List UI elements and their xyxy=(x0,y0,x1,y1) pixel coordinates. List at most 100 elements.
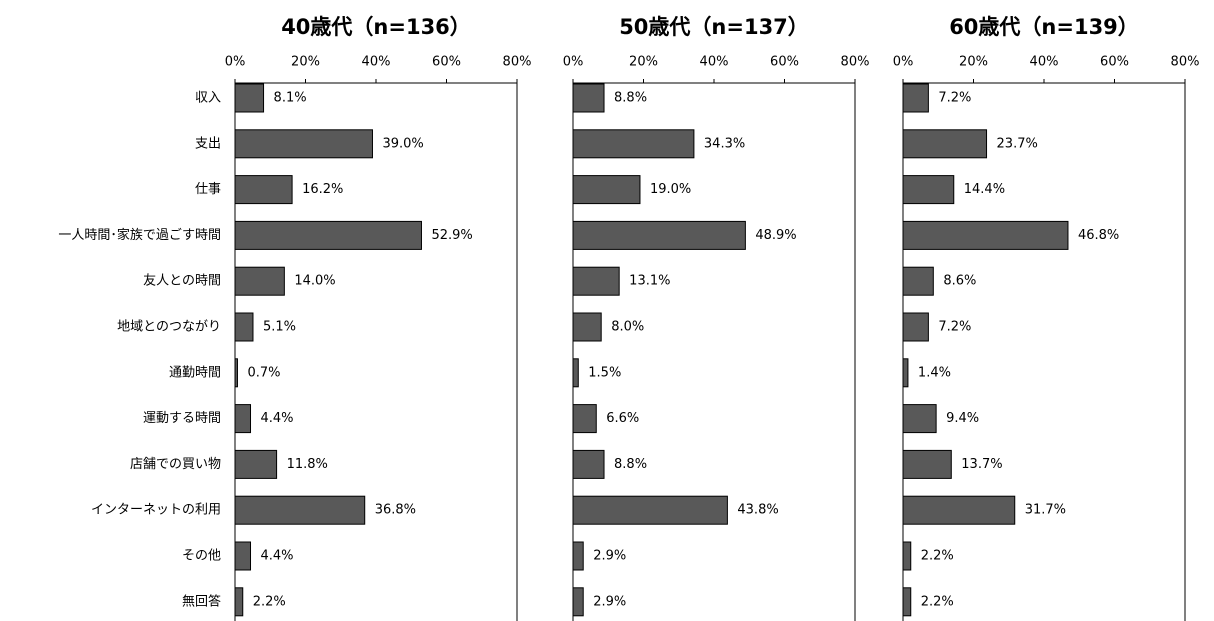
y-tick-label: その他 xyxy=(182,549,221,564)
value-label: 8.8% xyxy=(614,457,647,472)
bar xyxy=(902,175,955,205)
x-tick-label: 80% xyxy=(841,55,870,70)
x-tick-label: 20% xyxy=(959,55,988,70)
value-label: 14.4% xyxy=(964,182,1005,197)
value-label: 2.2% xyxy=(921,549,954,564)
value-label: 2.2% xyxy=(253,594,286,609)
bar xyxy=(572,83,605,113)
bar xyxy=(902,83,929,113)
value-label: 36.8% xyxy=(375,503,416,518)
value-label: 5.1% xyxy=(263,320,296,335)
value-label: 43.8% xyxy=(737,503,778,518)
bar xyxy=(902,495,1016,525)
y-tick-label: 仕事 xyxy=(195,182,221,197)
x-tick-label: 80% xyxy=(503,55,532,70)
bar xyxy=(902,129,988,159)
y-tick-label: 一人時間･家族で過ごす時間 xyxy=(58,227,221,243)
x-tick-label: 60% xyxy=(432,55,461,70)
bar xyxy=(234,541,252,571)
y-tick-label: 通勤時間 xyxy=(169,365,221,380)
value-label: 48.9% xyxy=(755,228,796,243)
bar xyxy=(902,266,934,296)
bar xyxy=(234,358,238,388)
bar xyxy=(234,404,252,434)
bar xyxy=(234,587,244,617)
value-label: 8.8% xyxy=(614,91,647,106)
value-label: 19.0% xyxy=(650,182,691,197)
bar xyxy=(902,358,909,388)
bar xyxy=(234,312,254,342)
x-tick-label: 40% xyxy=(700,55,729,70)
bar xyxy=(572,587,584,617)
bar xyxy=(234,220,422,250)
bar xyxy=(572,266,620,296)
bar xyxy=(234,175,293,205)
value-label: 8.1% xyxy=(274,91,307,106)
bar xyxy=(572,358,579,388)
chart-title: 40歳代（n=136） xyxy=(281,15,471,39)
value-label: 7.2% xyxy=(938,91,971,106)
value-label: 11.8% xyxy=(287,457,328,472)
x-tick-label: 60% xyxy=(1100,55,1129,70)
value-label: 13.1% xyxy=(629,274,670,289)
bar xyxy=(234,449,278,479)
bar xyxy=(234,266,285,296)
y-tick-label: 地域とのつながり xyxy=(117,320,221,335)
bar xyxy=(234,83,265,113)
value-label: 16.2% xyxy=(302,182,343,197)
value-label: 13.7% xyxy=(961,457,1002,472)
bar xyxy=(902,587,912,617)
value-label: 7.2% xyxy=(938,320,971,335)
bar xyxy=(572,129,695,159)
x-tick-label: 0% xyxy=(893,55,914,70)
value-label: 6.6% xyxy=(606,411,639,426)
value-label: 9.4% xyxy=(946,411,979,426)
value-label: 2.2% xyxy=(921,594,954,609)
bar xyxy=(572,449,605,479)
y-tick-label: 収入 xyxy=(195,91,221,106)
x-tick-label: 40% xyxy=(362,55,391,70)
x-tick-label: 60% xyxy=(770,55,799,70)
bar xyxy=(902,541,912,571)
value-label: 2.9% xyxy=(593,549,626,564)
bar xyxy=(902,312,929,342)
plot-frame xyxy=(234,82,518,621)
bar xyxy=(572,312,602,342)
value-label: 0.7% xyxy=(247,365,280,380)
value-label: 46.8% xyxy=(1078,228,1119,243)
bar xyxy=(572,175,641,205)
value-label: 4.4% xyxy=(261,411,294,426)
bar xyxy=(234,495,366,525)
y-tick-label: 友人との時間 xyxy=(143,273,221,289)
value-label: 34.3% xyxy=(704,136,745,151)
y-tick-label: インターネットの利用 xyxy=(91,503,221,518)
bar xyxy=(234,129,373,159)
bar xyxy=(572,541,584,571)
plot-frame xyxy=(902,82,1186,621)
value-label: 52.9% xyxy=(431,228,472,243)
bar xyxy=(572,404,597,434)
x-tick-label: 20% xyxy=(629,55,658,70)
value-label: 31.7% xyxy=(1025,503,1066,518)
chart-title: 60歳代（n=139） xyxy=(949,15,1139,39)
bar xyxy=(902,220,1069,250)
bar xyxy=(902,449,952,479)
x-tick-label: 0% xyxy=(225,55,246,70)
value-label: 4.4% xyxy=(261,549,294,564)
y-tick-label: 運動する時間 xyxy=(143,411,221,426)
value-label: 1.4% xyxy=(918,365,951,380)
bar xyxy=(572,495,728,525)
x-tick-label: 40% xyxy=(1030,55,1059,70)
y-tick-label: 無回答 xyxy=(182,593,221,609)
value-label: 8.6% xyxy=(943,274,976,289)
y-tick-label: 支出 xyxy=(195,136,221,151)
value-label: 14.0% xyxy=(294,274,335,289)
x-tick-label: 0% xyxy=(563,55,584,70)
x-tick-label: 80% xyxy=(1171,55,1200,70)
value-label: 23.7% xyxy=(997,136,1038,151)
plot-frame xyxy=(572,82,856,621)
value-label: 39.0% xyxy=(382,136,423,151)
y-tick-label: 店舗での買い物 xyxy=(130,457,221,472)
chart-title: 50歳代（n=137） xyxy=(619,15,809,39)
